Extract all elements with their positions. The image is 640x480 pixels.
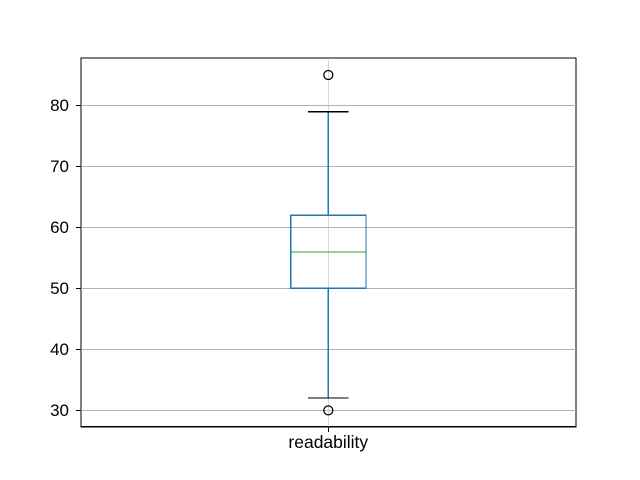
svg-text:40: 40 [50,340,69,359]
svg-text:80: 80 [50,96,69,115]
svg-text:50: 50 [50,279,69,298]
svg-text:readability: readability [288,432,368,452]
svg-text:70: 70 [50,157,69,176]
svg-text:30: 30 [50,401,69,420]
svg-text:60: 60 [50,218,69,237]
